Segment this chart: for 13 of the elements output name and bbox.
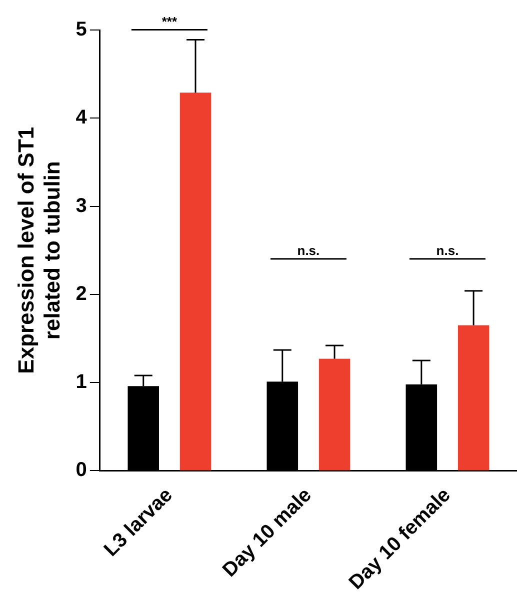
- y-tick-label: 1: [76, 371, 87, 394]
- y-tick-label: 3: [76, 194, 87, 217]
- text: ***: [162, 14, 178, 29]
- y-tick-label: 5: [76, 18, 87, 41]
- bar: [458, 325, 490, 470]
- annotation: n.s.: [297, 242, 320, 258]
- bar: [180, 92, 212, 470]
- y-tick-label: 0: [76, 459, 87, 482]
- bar: [318, 358, 350, 470]
- y-tick-label: 2: [76, 282, 87, 305]
- annotation: n.s.: [436, 242, 459, 258]
- y-axis-title: Expression level of ST1 related to tubulin: [13, 126, 65, 374]
- y-tick-label: 4: [76, 106, 88, 129]
